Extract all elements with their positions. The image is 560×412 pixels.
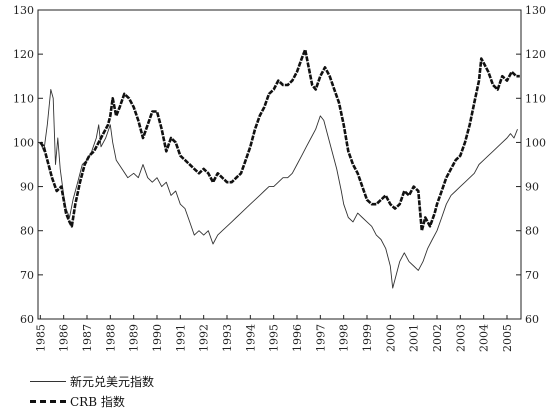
y-tick-label-right: 120: [525, 48, 546, 61]
y-tick-label-left: 120: [13, 48, 34, 61]
y-tick-label-right: 60: [525, 313, 539, 326]
x-tick-label: 1994: [244, 324, 257, 352]
y-tick-label-left: 60: [20, 313, 34, 326]
x-tick-label: 1995: [268, 324, 281, 352]
legend-swatch-thick-line: [30, 399, 66, 403]
x-tick-label: 2000: [384, 324, 397, 352]
y-tick-label-left: 110: [13, 92, 34, 105]
x-tick-label: 1985: [34, 324, 47, 352]
legend-item-sgd: 新元兑美元指数: [30, 371, 154, 391]
x-tick-label: 1986: [58, 324, 71, 352]
x-tick-label: 1989: [128, 324, 141, 352]
x-tick-label: 1997: [314, 324, 327, 352]
x-axis: 1985 1986 1987 1988 1989 1990 1991 1992 1993 1994…: [34, 315, 514, 352]
series-layer: [39, 48, 520, 289]
legend-label-crb: CRB 指数: [70, 394, 125, 409]
x-tick-label: 1991: [174, 324, 187, 352]
y-tick-label-right: 90: [525, 181, 539, 194]
x-tick-label: 2001: [408, 324, 421, 352]
x-tick-label: 1998: [338, 324, 351, 352]
y-tick-label-left: 70: [20, 269, 34, 282]
legend-item-crb: CRB 指数: [30, 391, 154, 411]
y-axis-right: 60 70 80 90 100 110 120 130: [516, 4, 546, 326]
x-tick-label: 2004: [478, 324, 491, 352]
x-tick-label: 2002: [431, 324, 444, 352]
y-tick-label-right: 110: [525, 92, 546, 105]
x-tick-label: 1996: [291, 324, 304, 352]
legend-label-sgd: 新元兑美元指数: [70, 374, 155, 389]
series-line-crb: [39, 48, 520, 232]
legend: 新元兑美元指数 CRB 指数: [30, 371, 154, 411]
y-tick-label-left: 80: [20, 225, 34, 238]
x-tick-label: 1992: [198, 324, 211, 352]
x-tick-label: 1993: [221, 324, 234, 352]
legend-swatch-thin-line: [30, 380, 66, 382]
x-tick-label: 2005: [501, 324, 514, 352]
y-tick-label-right: 70: [525, 269, 539, 282]
x-tick-label: 1988: [104, 324, 117, 352]
y-tick-label-left: 100: [13, 136, 34, 149]
y-tick-label-right: 80: [525, 225, 539, 238]
y-tick-label-right: 100: [525, 136, 546, 149]
y-axis-left: 60 70 80 90 100 110 120 130: [13, 4, 43, 326]
y-tick-label-left: 130: [13, 4, 34, 17]
x-tick-label: 2003: [454, 324, 467, 352]
x-tick-label: 1987: [81, 324, 94, 352]
x-tick-label: 1990: [151, 324, 164, 352]
series-line-sgd-usd: [39, 89, 518, 289]
y-tick-label-left: 90: [20, 181, 34, 194]
y-tick-label-right: 130: [525, 4, 546, 17]
x-tick-label: 1999: [361, 324, 374, 352]
plot-frame: [37, 9, 522, 320]
